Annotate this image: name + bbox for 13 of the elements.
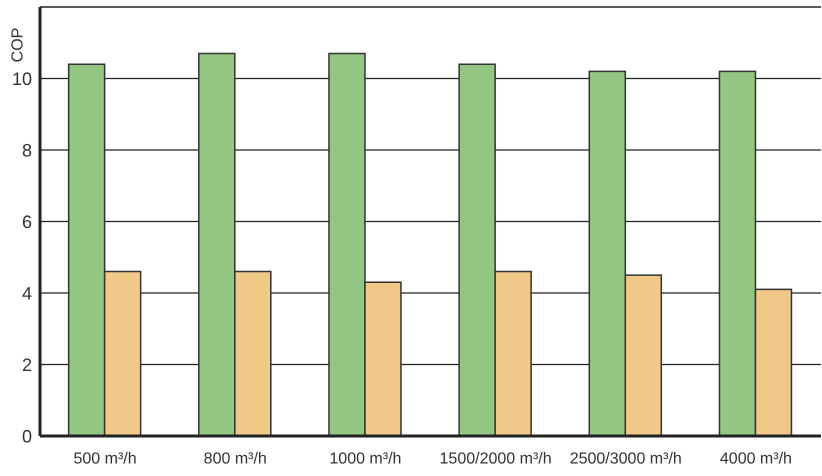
x-tick-label: 800 m³/h	[204, 450, 267, 468]
y-axis-title: COP	[10, 28, 26, 62]
y-tick-label: 0	[22, 426, 32, 446]
y-tick-label: 8	[22, 140, 32, 160]
x-tick-label: 500 m³/h	[74, 450, 137, 468]
y-tick-label: 4	[22, 283, 32, 304]
y-tick-label: 2	[22, 354, 32, 375]
y-tick-label: 10	[12, 68, 32, 89]
x-tick-label: 1000 m³/h	[329, 450, 402, 468]
x-tick-label: 1500/2000 m³/h	[440, 450, 552, 468]
x-tick-label: 2500/3000 m³/h	[570, 450, 682, 468]
y-tick-label: 6	[22, 212, 32, 232]
x-tick-label: 4000 m³/h	[720, 450, 792, 468]
